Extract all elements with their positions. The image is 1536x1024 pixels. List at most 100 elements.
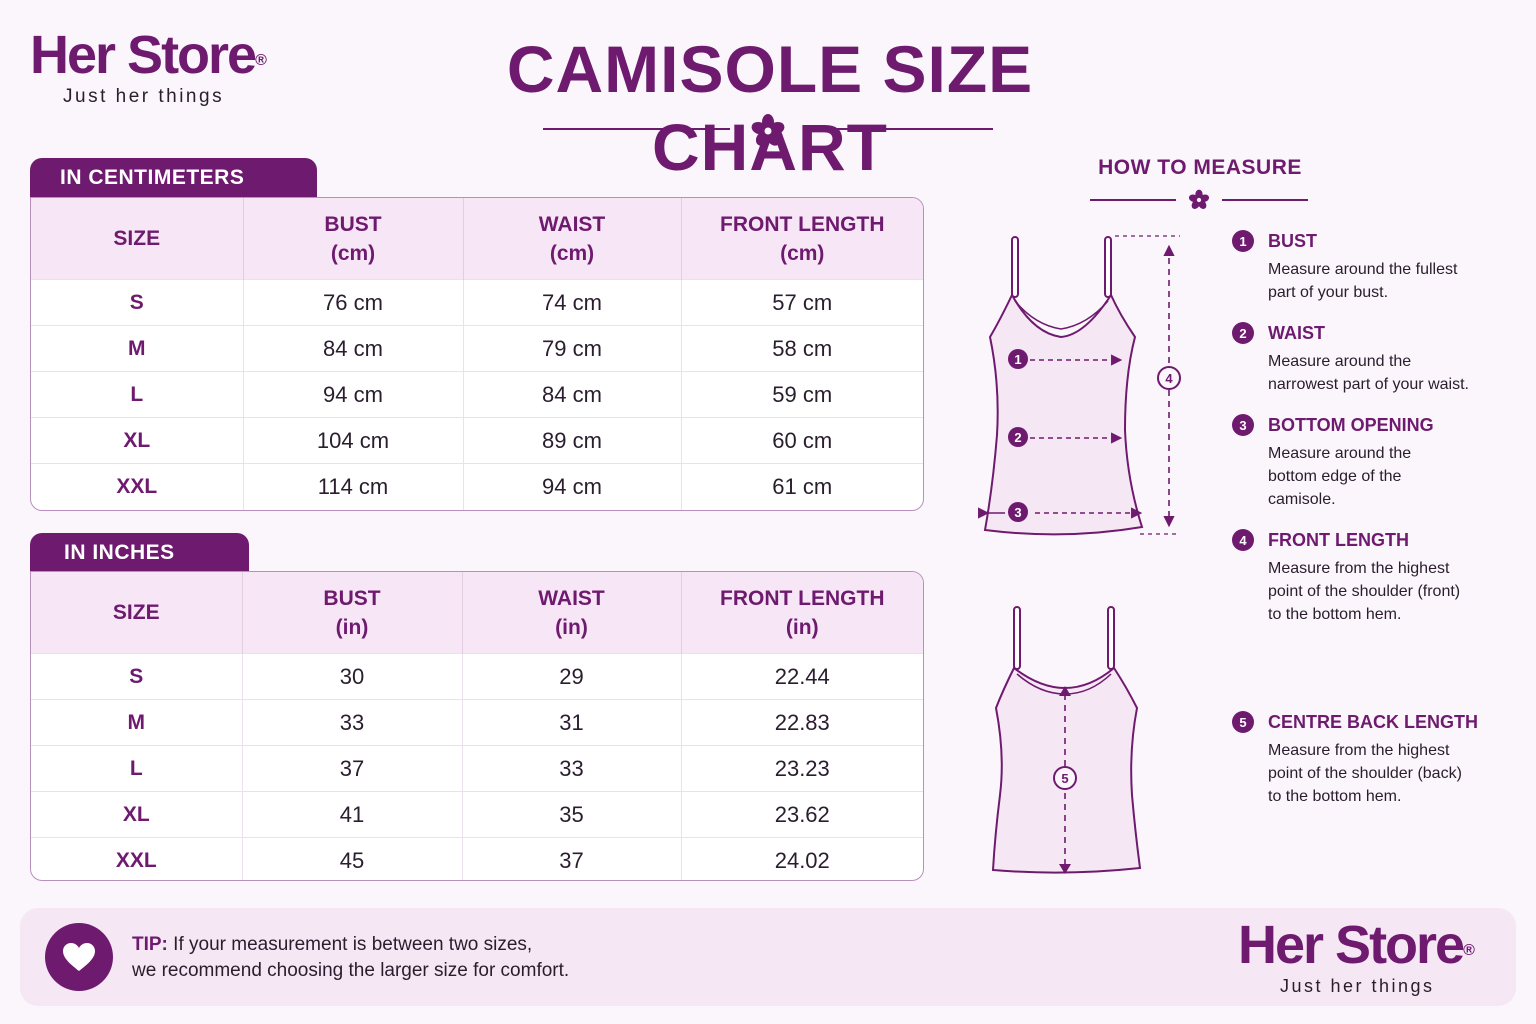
table-row: XXL 45 37 24.02	[31, 837, 923, 880]
table-row: XXL 114 cm 94 cm 61 cm	[31, 463, 923, 510]
title-divider-right	[806, 128, 993, 130]
front-length-cell: 57 cm	[681, 279, 923, 326]
brand-tagline: Just her things	[63, 86, 225, 107]
size-cell: M	[31, 699, 243, 746]
step-description: Measure around the fullest part of your b…	[1268, 261, 1458, 301]
svg-text:1: 1	[1014, 352, 1021, 367]
size-cell: XL	[31, 417, 244, 464]
step-number: 1	[1232, 230, 1254, 252]
waist-cell: 37	[462, 837, 682, 880]
in-table-tab: IN INCHES (in)	[30, 533, 249, 604]
step-title: BOTTOM OPENING	[1268, 414, 1434, 435]
measure-step-bottom-opening: 3 BOTTOM OPENING Measure around the bottom…	[1232, 414, 1502, 511]
waist-cell: 29	[462, 653, 682, 700]
front-length-cell: 60 cm	[681, 417, 923, 464]
step-title: CENTRE BACK LENGTH	[1268, 711, 1478, 732]
camisole-front-illustration: 1 2 3 4	[978, 235, 1181, 536]
table-header-row: SIZE BUST (in) WAIST (in) FRONT LENGTH (in)	[31, 572, 923, 654]
tip-line-1: If your measurement is between two sizes…	[173, 934, 533, 955]
step-number: 5	[1232, 711, 1254, 733]
heart-icon	[63, 943, 95, 971]
size-cell: S	[31, 279, 244, 326]
svg-text:5: 5	[1061, 771, 1068, 786]
table-row: S 30 29 22.44	[31, 653, 923, 700]
brand-name: Her Store®	[30, 25, 267, 85]
size-cell: M	[31, 325, 244, 372]
column-header-waist: WAIST (cm)	[463, 198, 682, 280]
measure-step-bust: 1 BUST Measure around the fullest part of …	[1232, 230, 1502, 304]
measure-step-waist: 2 WAIST Measure around the narrowest part …	[1232, 322, 1502, 396]
column-header-bust: BUST (in)	[242, 572, 463, 654]
step-number: 2	[1232, 322, 1254, 344]
tip-text: TIP: If your measurement is between two …	[132, 932, 832, 984]
table-row: M 84 cm 79 cm 58 cm	[31, 325, 923, 372]
step-title: WAIST	[1268, 322, 1325, 343]
front-length-cell: 23.62	[681, 791, 923, 838]
bust-cell: 37	[242, 745, 463, 792]
table-row: XL 41 35 23.62	[31, 791, 923, 838]
bust-cell: 33	[242, 699, 463, 746]
table-row: M 33 31 22.83	[31, 699, 923, 746]
front-length-cell: 22.83	[681, 699, 923, 746]
brand-logo-footer: Her Store® Just her things	[1238, 916, 1508, 997]
front-length-cell: 24.02	[681, 837, 923, 880]
brand-name: Her Store®	[1238, 915, 1475, 975]
page-title: CAMISOLE SIZE CHART	[506, 32, 1034, 184]
htm-divider-right	[1222, 199, 1308, 201]
size-cell: S	[31, 653, 243, 700]
step-description: Measure from the highest point of the sho…	[1268, 560, 1461, 623]
step-description: Measure around the narrowest part of your…	[1268, 353, 1469, 393]
step-description: Measure around the bottom edge of the cami…	[1268, 445, 1412, 508]
table-row: S 76 cm 74 cm 57 cm	[31, 279, 923, 326]
table-row: XL 104 cm 89 cm 60 cm	[31, 417, 923, 464]
waist-cell: 31	[462, 699, 682, 746]
svg-text:4: 4	[1165, 371, 1173, 386]
bust-cell: 84 cm	[243, 325, 464, 372]
svg-text:2: 2	[1014, 430, 1021, 445]
tip-line-2: we recommend choosing the larger size fo…	[132, 960, 570, 981]
htm-divider-left	[1090, 199, 1176, 201]
size-cell: XXL	[31, 837, 243, 880]
front-length-cell: 22.44	[681, 653, 923, 700]
tip-banner	[20, 908, 1516, 1006]
column-header-size: SIZE	[31, 572, 243, 654]
camisole-back-illustration: 5	[991, 606, 1142, 874]
waist-cell: 89 cm	[463, 417, 682, 464]
step-number: 3	[1232, 414, 1254, 436]
bust-cell: 94 cm	[243, 371, 464, 418]
front-length-cell: 61 cm	[681, 463, 923, 510]
bust-cell: 41	[242, 791, 463, 838]
front-length-cell: 23.23	[681, 745, 923, 792]
cm-table-tab: IN CENTIMETERS (cm)	[30, 158, 317, 229]
measure-step-centre-back-length: 5 CENTRE BACK LENGTH Measure from the hig…	[1232, 711, 1502, 808]
step-description: Measure from the highest point of the sho…	[1268, 742, 1462, 805]
svg-text:3: 3	[1014, 505, 1021, 520]
table-row: L 94 cm 84 cm 59 cm	[31, 371, 923, 418]
step-title: BUST	[1268, 230, 1317, 251]
column-header-front-length: FRONT LENGTH (in)	[681, 572, 923, 654]
waist-cell: 79 cm	[463, 325, 682, 372]
front-length-cell: 58 cm	[681, 325, 923, 372]
tip-label: TIP:	[132, 934, 168, 955]
size-cell: L	[31, 745, 243, 792]
step-number: 4	[1232, 529, 1254, 551]
size-cell: XXL	[31, 463, 244, 510]
waist-cell: 94 cm	[463, 463, 682, 510]
size-cell: L	[31, 371, 244, 418]
measure-step-front-length: 4 FRONT LENGTH Measure from the highest po…	[1232, 529, 1502, 626]
how-to-measure-title: HOW TO MEASURE	[1098, 156, 1302, 179]
title-divider-left	[543, 128, 730, 130]
size-cell: XL	[31, 791, 243, 838]
flower-icon	[1188, 189, 1210, 209]
column-header-size: SIZE	[31, 198, 244, 280]
bust-cell: 30	[242, 653, 463, 700]
table-header-row: SIZE BUST (cm) WAIST (cm) FRONT LENGTH (cm)	[31, 198, 923, 280]
waist-cell: 33	[462, 745, 682, 792]
bust-cell: 104 cm	[243, 417, 464, 464]
heart-badge	[45, 923, 113, 991]
waist-cell: 74 cm	[463, 279, 682, 326]
bust-cell: 114 cm	[243, 463, 464, 510]
brand-logo: Her Store® Just her things	[30, 26, 270, 108]
bust-cell: 45	[242, 837, 463, 880]
column-header-front-length: FRONT LENGTH (cm)	[681, 198, 923, 280]
